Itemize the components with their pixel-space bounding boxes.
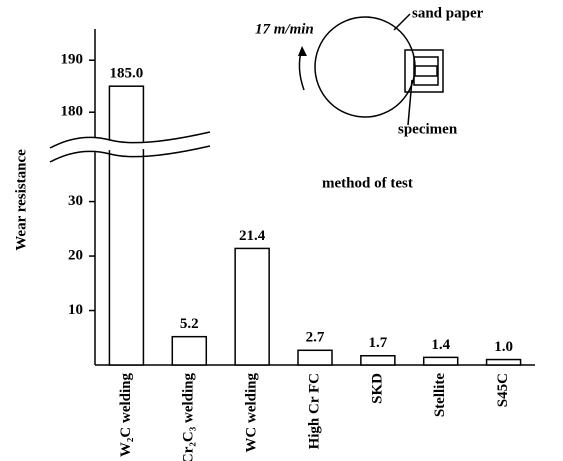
x-tick-label: SKD: [369, 373, 385, 404]
value-label: 21.4: [239, 228, 266, 244]
x-tick-label: S45C: [495, 373, 511, 407]
value-label: 1.0: [494, 339, 513, 355]
bar: [109, 86, 143, 365]
bar: [298, 350, 332, 365]
leader: [394, 14, 410, 30]
bar: [424, 357, 458, 365]
bar: [172, 337, 206, 365]
test-diagram: [298, 14, 443, 125]
bar: [235, 248, 269, 365]
value-label: 185.0: [110, 66, 144, 82]
chart: Wear resistance 17 m/min sand paper spec…: [0, 0, 563, 461]
y-tick-label: 20: [68, 247, 83, 263]
bar: [487, 360, 521, 365]
value-label: 1.7: [368, 335, 387, 351]
leader: [408, 80, 412, 125]
specimen-box: [414, 57, 438, 85]
sand-paper-label: sand paper: [412, 5, 484, 21]
y-axis-label: Wear resistance: [13, 149, 29, 251]
specimen: [415, 66, 437, 76]
x-tick-label: W₂C welding: [118, 373, 134, 458]
sand-paper-drum: [315, 17, 415, 117]
value-label: 1.4: [431, 337, 450, 353]
y-tick-label: 180: [61, 104, 84, 120]
speed-label: 17 m/min: [255, 21, 314, 37]
y-tick-label: 10: [68, 302, 83, 318]
y-tick-label: 30: [68, 193, 83, 209]
x-tick-label: Stellite: [432, 373, 448, 417]
y-tick-label: 190: [61, 52, 84, 68]
specimen-label: specimen: [398, 121, 458, 137]
value-label: 5.2: [180, 316, 199, 332]
x-tick-label: High Cr FC: [306, 373, 322, 449]
arrow-head: [298, 46, 307, 56]
x-tick-label: Cr₂C₃ welding: [181, 373, 197, 461]
value-label: 2.7: [306, 330, 325, 346]
bar: [361, 356, 395, 365]
method-label: method of test: [322, 175, 413, 191]
x-tick-label: WC welding: [244, 373, 260, 453]
